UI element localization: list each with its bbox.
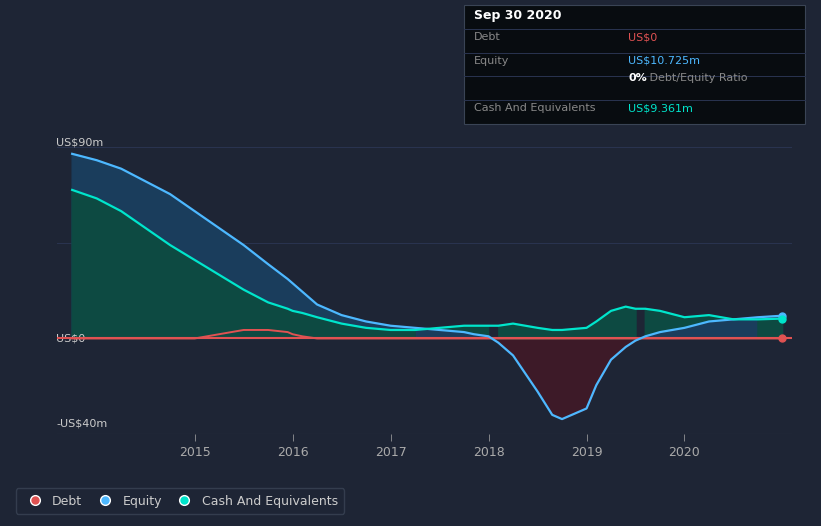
- Legend: Debt, Equity, Cash And Equivalents: Debt, Equity, Cash And Equivalents: [16, 488, 344, 514]
- Text: -US$40m: -US$40m: [56, 419, 108, 429]
- Text: Sep 30 2020: Sep 30 2020: [474, 9, 562, 23]
- Text: US$90m: US$90m: [56, 137, 103, 147]
- Text: US$9.361m: US$9.361m: [628, 103, 693, 113]
- Text: Equity: Equity: [474, 56, 509, 66]
- Text: Debt: Debt: [474, 32, 501, 42]
- Text: 0%: 0%: [628, 73, 647, 83]
- Text: US$0: US$0: [56, 333, 85, 343]
- Text: US$0: US$0: [628, 32, 658, 42]
- Text: US$10.725m: US$10.725m: [628, 56, 700, 66]
- Text: Cash And Equivalents: Cash And Equivalents: [474, 103, 595, 113]
- Text: Debt/Equity Ratio: Debt/Equity Ratio: [646, 73, 748, 83]
